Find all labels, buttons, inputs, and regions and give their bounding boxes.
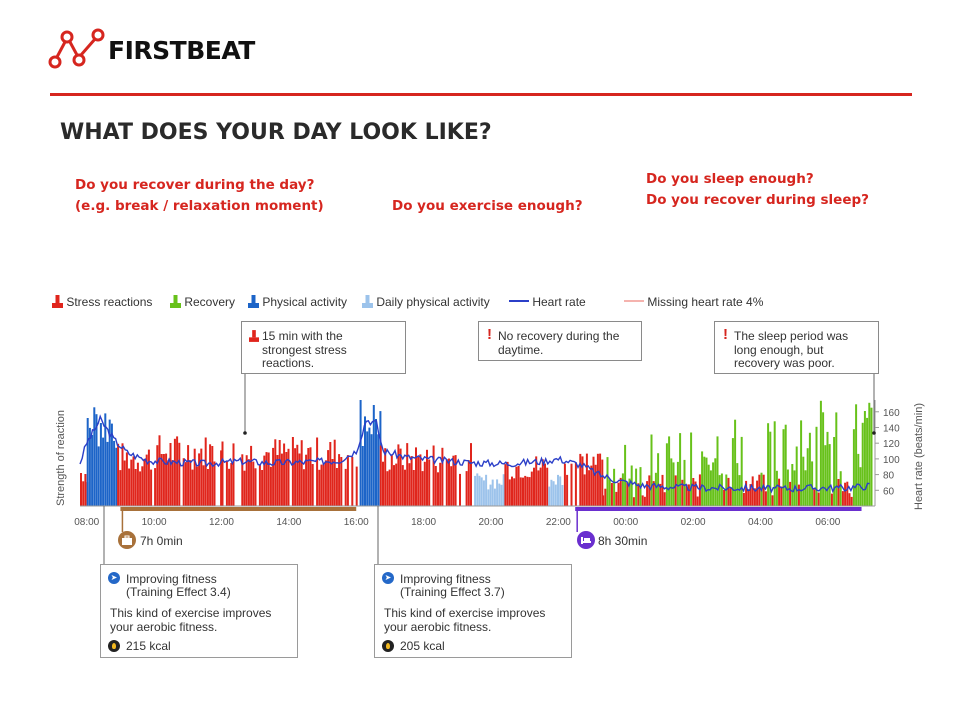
y2-tick-label: 120 [883,439,900,450]
segment-daily_physical-9 [548,474,564,506]
heart-rate-line-icon [509,300,529,302]
work-duration: 7h 0min [140,534,183,548]
x-tick-label: 16:00 [344,517,369,528]
sleep-duration: 8h 30min [598,534,648,548]
daily-physical-activity-icon [362,295,373,308]
x-tick-label: 18:00 [411,517,436,528]
y2-tick-label: 100 [883,455,900,466]
chart-legend: Stress reactions Recovery Physical activ… [52,295,812,311]
y-axis-label: Strength of reaction [55,410,67,506]
sleep-period-bar [575,507,862,511]
work-period-bar [120,507,357,511]
callout-sleep: ! The sleep period was long enough, but … [714,321,879,374]
running-icon: ➤ [108,572,120,584]
missing-heart-rate-line-icon [624,300,644,302]
exercise-card-2: ➤ Improving fitness (Training Effect 3.7… [374,564,572,658]
segment-stress-10 [563,453,604,506]
page-title: WHAT DOES YOUR DAY LOOK LIKE? [60,120,492,145]
legend-heart-rate: Heart rate [509,295,586,309]
question-exercise: Do you exercise enough? [392,198,583,214]
bed-icon [577,531,595,549]
x-tick-label: 22:00 [546,517,571,528]
x-tick-label: 00:00 [613,517,638,528]
stress-icon [249,330,259,342]
legend-daily-physical: Daily physical activity [362,295,490,309]
brand-name: FIRSTBEAT [108,36,255,65]
segment-stress-4 [221,437,358,506]
x-tick-label: 10:00 [142,517,167,528]
recovery-icon [170,295,181,308]
x-tick-label: 12:00 [209,517,234,528]
segment-stress-8 [504,456,549,506]
heart-rate-line [79,414,870,494]
segment-stress-3 [154,435,223,506]
segment-physical-5 [359,400,382,506]
briefcase-icon [118,531,136,549]
warning-icon: ! [487,326,492,343]
segment-physical-1 [86,407,118,506]
fire-icon [108,640,120,652]
legend-missing: Missing heart rate 4% [624,295,763,309]
exercise-card-1: ➤ Improving fitness (Training Effect 3.4… [100,564,298,658]
running-icon: ➤ [382,572,394,584]
fire-icon [382,640,394,652]
stress-icon [52,295,63,308]
x-tick-label: 02:00 [681,517,706,528]
legend-stress: Stress reactions [52,295,152,309]
segment-daily_physical-7 [474,473,505,506]
firstbeat-logo-icon [48,28,105,69]
warning-icon: ! [723,326,728,343]
header-divider [50,93,912,96]
legend-physical: Physical activity [248,295,347,309]
callout-stress: 15 min with the strongest stress reactio… [241,321,406,374]
y2-axis-label: Heart rate (beats/min) [913,403,925,510]
y2-tick-label: 80 [883,471,895,482]
x-tick-label: 04:00 [748,517,773,528]
segment-stress-6 [379,443,472,506]
physical-activity-icon [248,295,259,308]
x-tick-label: 14:00 [276,517,301,528]
question-sleep: Do you sleep enough? Do you recover duri… [646,171,869,208]
y2-tick-label: 140 [883,423,900,434]
y2-tick-label: 60 [883,486,895,497]
x-tick-label: 20:00 [478,517,503,528]
segment-stress-2 [117,443,153,506]
callout-no-recovery: ! No recovery during the daytime. [478,321,642,361]
x-tick-label: 06:00 [815,517,840,528]
y2-tick-label: 160 [883,408,900,419]
x-tick-label: 08:00 [74,517,99,528]
legend-recovery: Recovery [170,295,235,309]
question-recover-day: Do you recover during the day? (e.g. bre… [75,177,324,214]
